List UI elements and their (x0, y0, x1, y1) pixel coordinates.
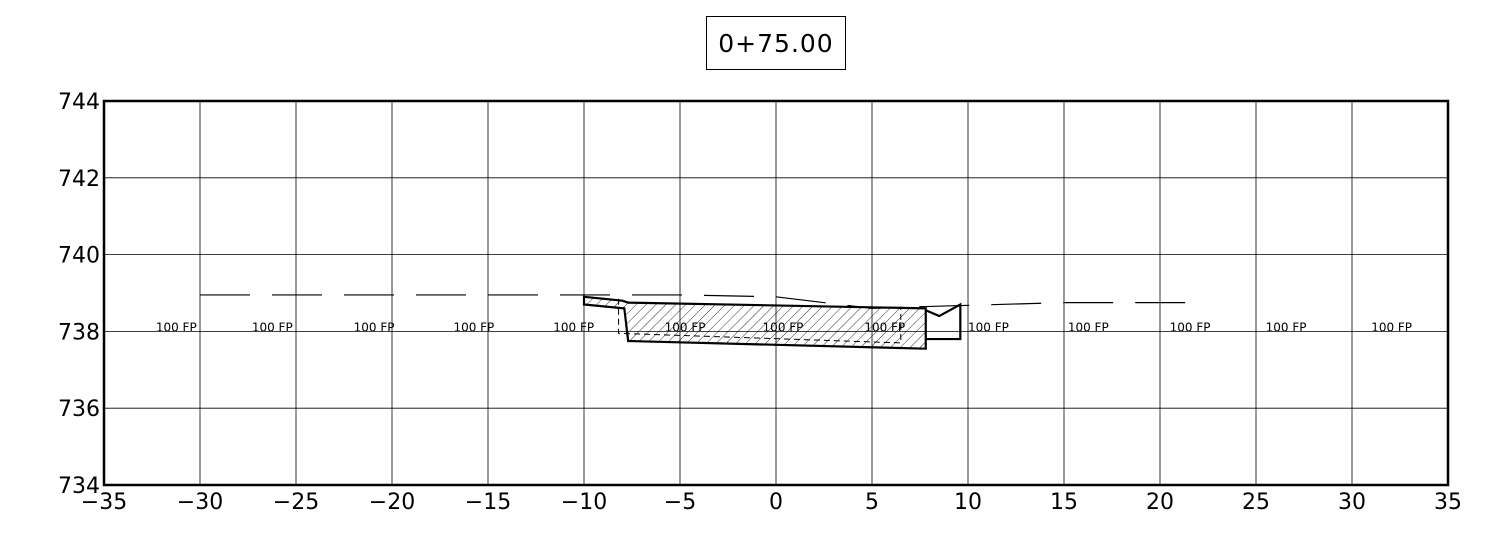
x-tick-label: 20 (1146, 490, 1174, 515)
x-tick-label: −15 (465, 490, 511, 515)
floodplain-label: 100 FP (453, 321, 494, 335)
y-tick-label: 742 (58, 167, 100, 192)
x-tick-label: −25 (273, 490, 319, 515)
floodplain-label: 100 FP (252, 321, 293, 335)
x-tick-label: −30 (177, 490, 223, 515)
floodplain-label: 100 FP (763, 321, 804, 335)
plot-frame (102, 99, 1450, 487)
y-tick-label: 744 (58, 90, 100, 115)
x-tick-label: −20 (369, 490, 415, 515)
x-tick-label: −10 (561, 490, 607, 515)
floodplain-label: 100 FP (1371, 321, 1412, 335)
grid-lines (103, 100, 1449, 486)
floodplain-label: 100 FP (968, 321, 1009, 335)
floodplain-label: 100 FP (1266, 321, 1307, 335)
x-tick-label: 10 (954, 490, 982, 515)
y-axis-ticks: 734 736 738 740 742 744 (58, 90, 100, 499)
y-tick-label: 734 (58, 474, 100, 499)
y-tick-label: 736 (58, 397, 100, 422)
subgrade-outline (618, 298, 902, 344)
x-tick-label: 30 (1338, 490, 1366, 515)
section-features (200, 294, 1199, 350)
floodplain-label: 100 FP (665, 321, 706, 335)
x-tick-label: −5 (664, 490, 696, 515)
floodplain-label: 100 FP (156, 321, 197, 335)
x-tick-label: 5 (865, 490, 879, 515)
x-tick-label: −35 (81, 490, 127, 515)
floodplain-label: 100 FP (354, 321, 395, 335)
proposed-pavement-section (582, 295, 927, 350)
curb-gutter (925, 302, 962, 341)
station-label: 0+75.00 (706, 16, 846, 70)
floodplain-line: 100 FP 100 FP 100 FP 100 FP 100 FP 100 FP 100 … (104, 321, 1448, 335)
y-tick-label: 740 (58, 244, 100, 269)
x-tick-label: 0 (769, 490, 783, 515)
existing-ground-line (200, 294, 1199, 309)
x-tick-label: 15 (1050, 490, 1078, 515)
floodplain-label: 100 FP (864, 321, 905, 335)
x-tick-label: 25 (1242, 490, 1270, 515)
y-tick-label: 738 (58, 320, 100, 345)
floodplain-label: 100 FP (553, 321, 594, 335)
floodplain-label: 100 FP (1170, 321, 1211, 335)
x-axis-ticks: −35 −30 −25 −20 −15 −10 −5 0 5 10 15 20 25 30 35 (81, 490, 1462, 515)
x-tick-label: 35 (1434, 490, 1462, 515)
floodplain-label: 100 FP (1068, 321, 1109, 335)
